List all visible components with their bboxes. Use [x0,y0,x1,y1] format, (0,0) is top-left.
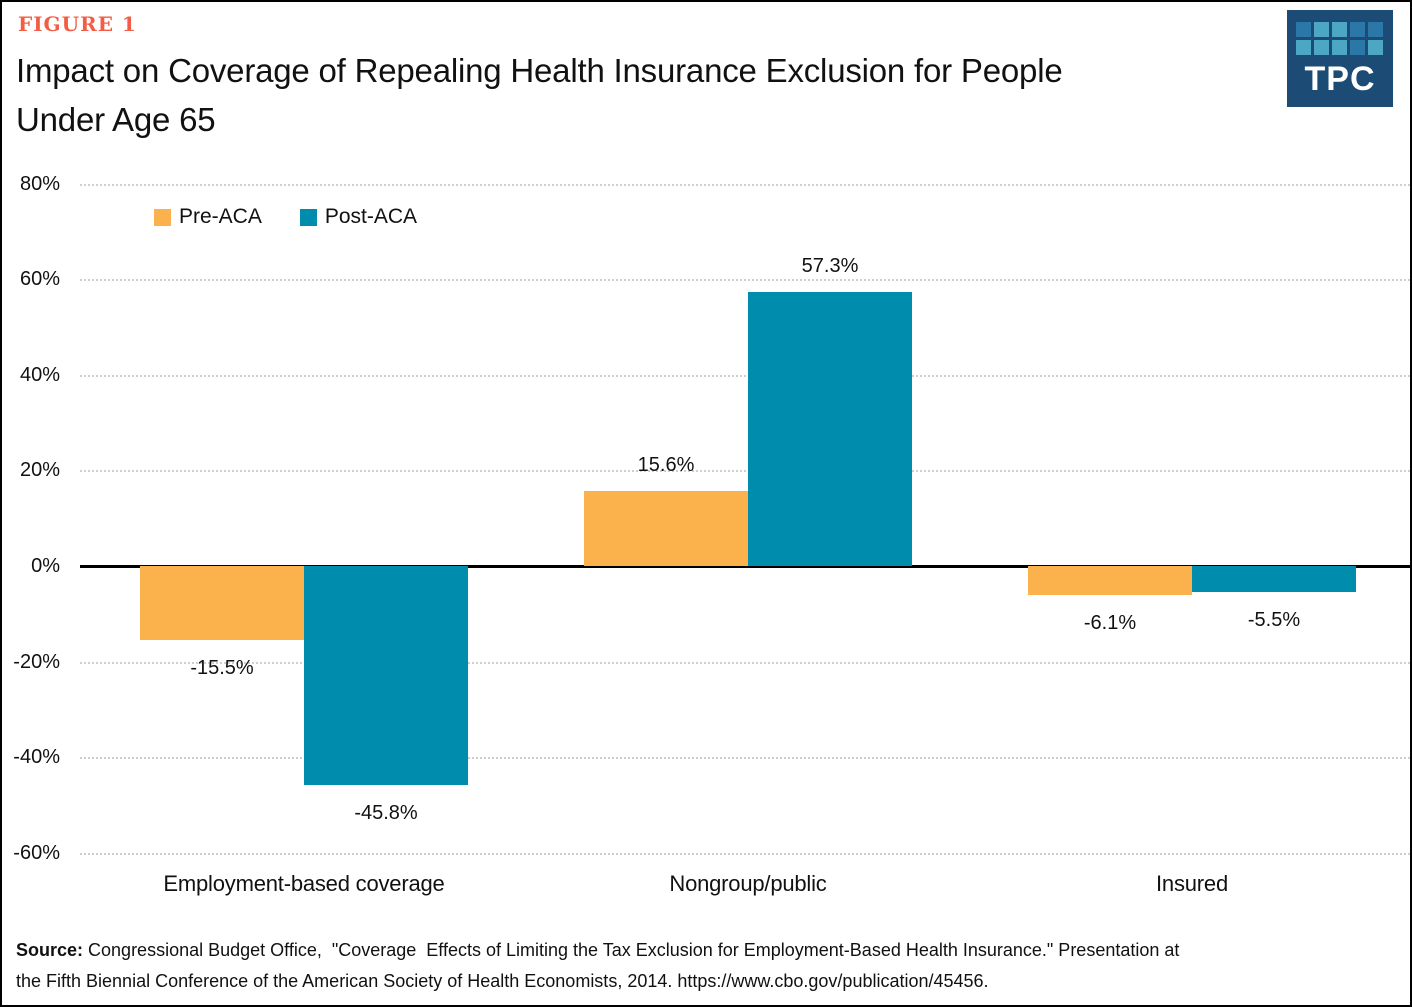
source-line-2: the Fifth Biennial Conference of the Ame… [16,971,989,991]
category-label: Employment-based coverage [163,871,445,896]
bar-value-label: 15.6% [637,454,695,477]
source-note: Source: Congressional Budget Office, "Co… [16,935,1408,997]
y-axis-tick-label: 0% [31,555,60,577]
page-title: Impact on Coverage of Repealing Health I… [16,46,1063,144]
bar-pre-aca-1 [584,491,748,566]
legend-label: Post-ACA [324,205,418,228]
logo-grid-icon [1296,22,1383,55]
tpc-logo: TPC [1287,10,1393,107]
bar-post-aca-0 [304,566,468,785]
y-axis-tick-label: 80% [19,172,60,195]
legend-item: Pre-ACA [154,205,262,229]
bar-value-label: -6.1% [1083,612,1137,635]
legend-item: Post-ACA [299,205,418,229]
y-axis-tick-label: -20% [13,650,60,673]
gridline [80,183,1410,186]
y-axis-tick-label: 60% [19,268,60,291]
logo-square [1296,40,1311,55]
gridline [80,470,1410,473]
logo-square [1332,40,1347,55]
gridline [80,757,1410,760]
logo-square [1332,22,1347,37]
bar-post-aca-1 [748,292,912,566]
logo-square [1350,22,1365,37]
legend-label: Pre-ACA [179,205,262,228]
gridline [80,852,1410,855]
logo-text: TPC [1304,60,1376,98]
logo-square [1314,40,1329,55]
y-axis-tick-label: -60% [13,841,60,864]
gridline [80,374,1410,377]
logo-square [1368,40,1383,55]
legend-swatch-icon [299,208,317,226]
bar-post-aca-2 [1192,566,1356,593]
logo-square [1314,22,1329,37]
legend-swatch-icon [154,208,171,226]
x-axis-line [80,565,1410,568]
category-label: Nongroup/public [669,871,827,896]
source-line-1: Congressional Budget Office, "Coverage E… [83,940,1180,960]
y-axis-tick-label: 40% [19,363,60,386]
title-line-2: Under Age 65 [16,101,216,138]
category-label: Insured [1156,871,1228,896]
y-axis-tick-label: -40% [13,746,60,769]
gridline [80,279,1410,282]
source-label: Source: [16,940,84,960]
figure-label: FIGURE 1 [18,12,137,36]
bar-pre-aca-0 [140,566,304,641]
title-line-1: Impact on Coverage of Repealing Health I… [16,52,1063,89]
bar-value-label: -45.8% [354,801,418,824]
bar-pre-aca-2 [1028,566,1192,596]
bar-value-label: -15.5% [190,657,254,680]
y-axis-tick-label: 20% [19,459,60,482]
logo-square [1368,22,1383,37]
logo-square [1350,40,1365,55]
gridline [80,661,1410,664]
logo-square [1296,22,1311,37]
bar-value-label: -5.5% [1247,609,1301,632]
bar-value-label: 57.3% [801,255,859,278]
chart-legend: Pre-ACA Post-ACA [154,205,417,229]
